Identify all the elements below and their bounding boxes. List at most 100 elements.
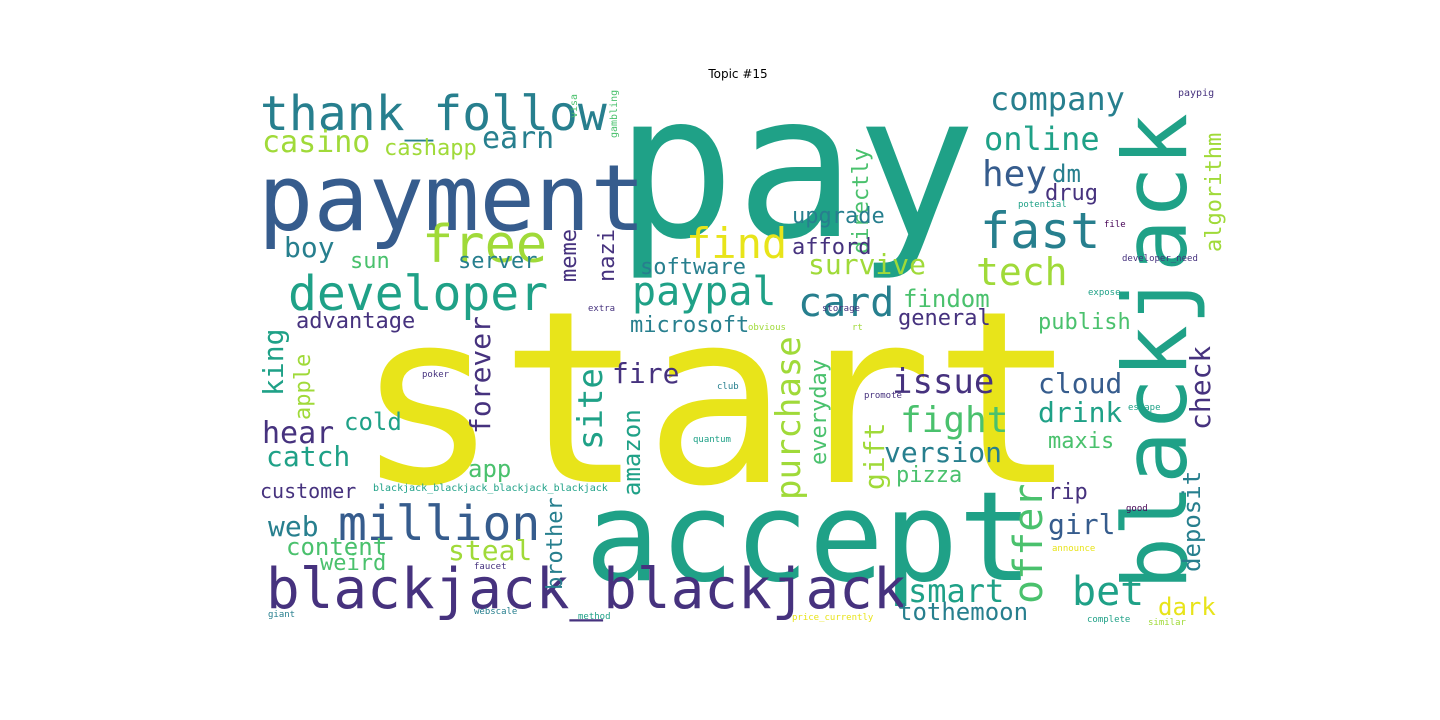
word-weird: weird [320, 551, 386, 576]
word-payment: payment [258, 145, 646, 252]
word-developer: developer [288, 266, 548, 322]
word-fast: fast [980, 202, 1100, 260]
word-survive: survive [808, 248, 926, 281]
word-findom: findom [903, 285, 990, 313]
word-casino: casino [262, 125, 370, 160]
word-software: software [640, 255, 746, 280]
word-drink: drink [1038, 396, 1122, 429]
word-fire: fire [612, 357, 679, 390]
word-nazi: nazi [595, 229, 620, 282]
word-blackjack-blackjack: blackjack_blackjack [266, 557, 907, 622]
word-maxis: maxis [1048, 429, 1114, 454]
word-find: find [686, 219, 787, 268]
word-tech: tech [976, 250, 1068, 294]
word-card: card [798, 280, 894, 326]
word-giant: giant [268, 610, 295, 620]
word-blackjack-blackjack-blackjack-blackjack: blackjack_blackjack_blackjack_blackjack [373, 483, 608, 494]
word-dark: dark [1158, 593, 1216, 621]
word-offer: offer [1006, 484, 1052, 604]
word-king: king [257, 329, 290, 396]
word-afford: afford [792, 235, 871, 260]
word-web: web [268, 510, 319, 543]
word-paypig: paypig [1178, 88, 1214, 99]
word-file: file [1104, 220, 1126, 230]
word-cold: cold [344, 408, 402, 436]
word-promote: promote [864, 391, 902, 401]
word-everyday: everyday [807, 359, 832, 465]
word-blackjack: blackjack [1104, 113, 1207, 590]
word-sun: sun [350, 249, 390, 274]
word-bet: bet [1072, 569, 1144, 615]
word-girl: girl [1048, 508, 1115, 541]
word-amazon: amazon [618, 409, 646, 496]
word-million: million [338, 496, 540, 552]
word-cashapp: cashapp [384, 136, 477, 161]
figure-title: Topic #15 [708, 67, 768, 81]
word-algorithm: algorithm [1202, 133, 1227, 252]
word-purchase: purchase [769, 336, 809, 500]
word-issue: issue [892, 362, 994, 402]
word-paypal: paypal [632, 269, 777, 315]
word-online: online [984, 120, 1100, 158]
word-accept: accept [585, 466, 1033, 610]
word-check: check [1184, 346, 1217, 430]
word-extra: extra [588, 304, 615, 314]
word-forever: forever [464, 316, 497, 434]
word-visa: visa [569, 94, 580, 118]
word-deposit: deposit [1178, 471, 1206, 572]
word-company: company [990, 80, 1125, 118]
word-pizza: pizza [896, 463, 962, 488]
word-publish: publish [1038, 310, 1131, 335]
word-tothemoon: tothemoon [898, 598, 1028, 626]
word-hear: hear [262, 416, 334, 451]
word-start: start [355, 259, 1077, 539]
word-hey: hey [982, 154, 1047, 195]
word-storage: storage [822, 304, 860, 314]
word-expose: expose [1088, 288, 1121, 298]
word-server: server [458, 249, 537, 274]
word-brother: brother [543, 497, 568, 590]
word-catch: catch [266, 440, 350, 473]
word-free: free [422, 215, 547, 275]
word-similar: similar [1148, 618, 1187, 628]
word-method: method [578, 612, 611, 622]
word-gambling: gambling [609, 90, 620, 138]
word-rip: rip [1048, 480, 1088, 505]
word-rt: rt [852, 323, 863, 333]
word-boy: boy [284, 231, 335, 264]
word-site: site [571, 368, 611, 450]
word-good: good [1126, 504, 1148, 514]
word-app: app [468, 455, 511, 483]
word-potential: potential [1018, 200, 1067, 210]
word-gift: gift [858, 423, 891, 490]
word-developer-need: developer_need [1122, 254, 1198, 264]
word-drug: drug [1045, 181, 1098, 206]
word-announce: announce [1052, 544, 1095, 554]
word-apple: apple [291, 354, 316, 420]
word-cloud: cloud [1038, 367, 1122, 400]
word-dm: dm [1052, 160, 1081, 188]
word-earn: earn [482, 121, 554, 156]
word-club: club [717, 382, 739, 392]
word-price-currently: price_currently [792, 613, 874, 623]
word-version: version [884, 436, 1002, 469]
word-advantage: advantage [296, 309, 415, 334]
word-fight: fight [900, 400, 1008, 441]
word-complete: complete [1087, 615, 1130, 625]
word-content: content [286, 533, 387, 561]
word-pay: pay [615, 51, 976, 284]
word-quantum: quantum [693, 435, 731, 445]
word-webscale: webscale [474, 607, 517, 617]
word-meme: meme [557, 229, 582, 282]
word-upgrade: upgrade [792, 204, 885, 229]
word-faucet: faucet [474, 562, 507, 572]
word-steal: steal [448, 534, 532, 567]
word-escape: escape [1128, 403, 1161, 413]
word-poker: poker [422, 370, 450, 380]
word-thank-follow: thank_follow [260, 86, 607, 142]
word-microsoft: microsoft [630, 313, 749, 338]
word-customer: customer [260, 479, 356, 503]
word-directly: directly [849, 148, 874, 254]
word-smart: smart [908, 572, 1004, 610]
